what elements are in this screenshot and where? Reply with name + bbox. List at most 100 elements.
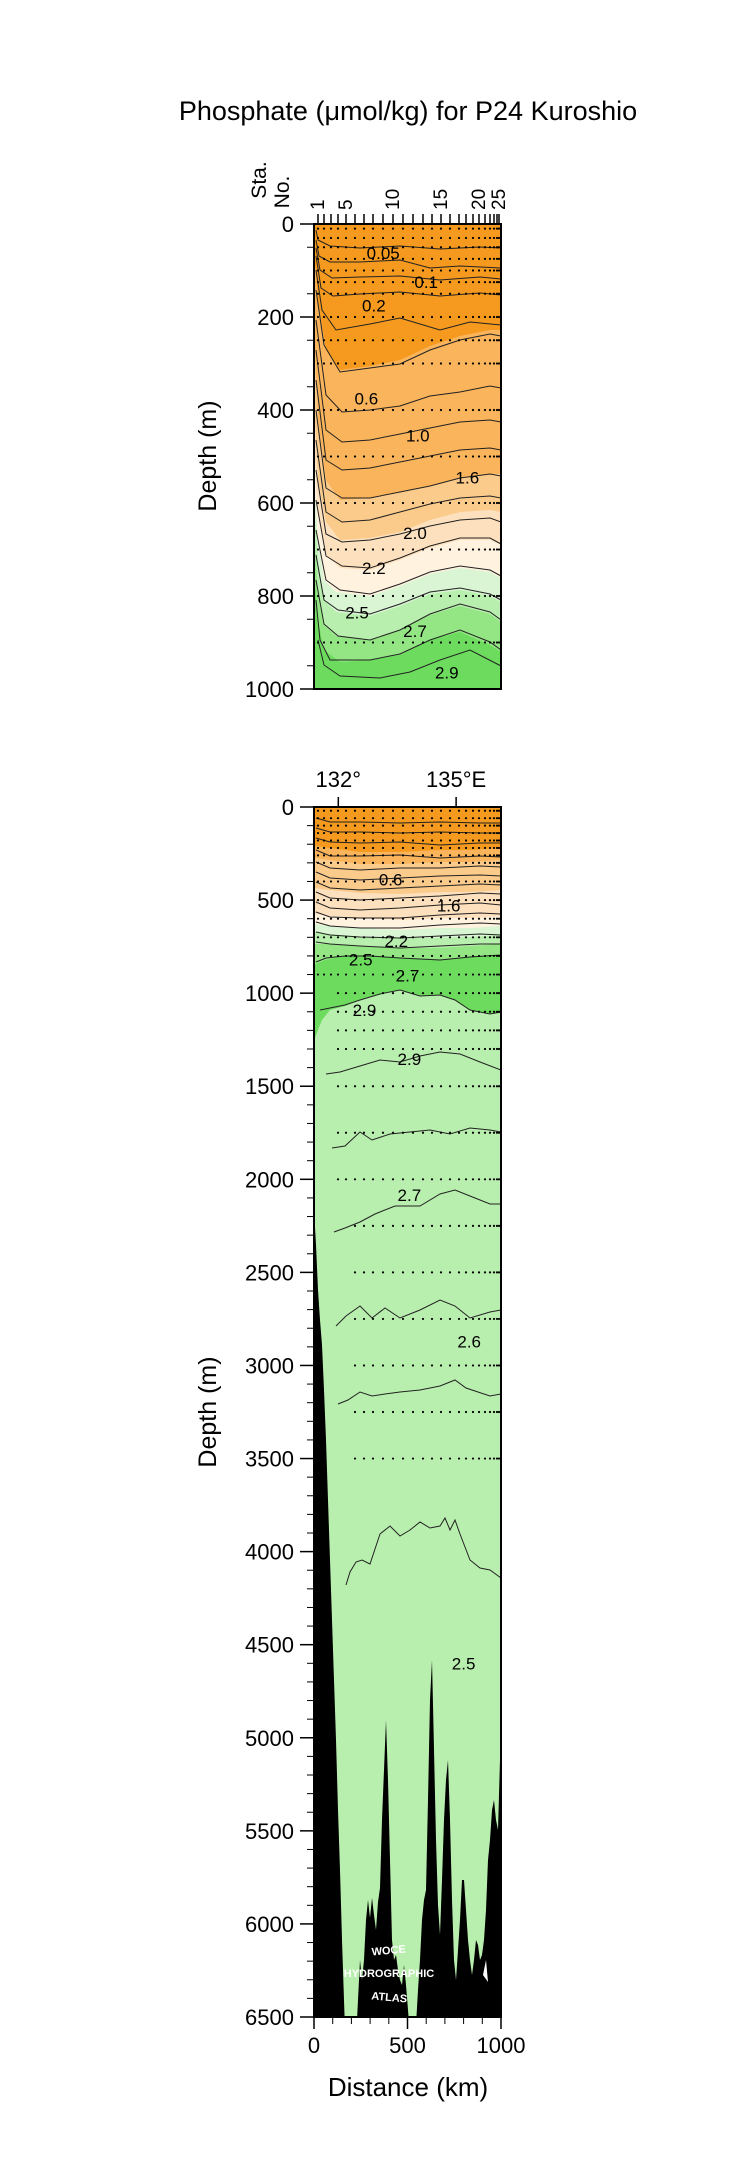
- station-sample-dot: [362, 257, 366, 260]
- contour-value-label: 2.2: [362, 559, 386, 578]
- station-sample-dot: [353, 1364, 357, 1367]
- station-sample-dot: [391, 548, 395, 551]
- station-sample-dot: [471, 1317, 475, 1321]
- station-sample-dot: [483, 973, 487, 976]
- station-sample-dot: [411, 817, 415, 820]
- station-sample-dot: [353, 1224, 357, 1227]
- station-sample-dot: [391, 339, 395, 342]
- station-sample-dot: [391, 315, 395, 319]
- lower-contour-line: [315, 871, 501, 881]
- station-sample-dot: [316, 846, 320, 850]
- station-sample-dot: [439, 880, 443, 883]
- station-sample-dot: [362, 455, 366, 458]
- station-sample-dot: [401, 809, 405, 812]
- station-sample-dot: [492, 315, 496, 319]
- station-sample-dot: [497, 1410, 501, 1414]
- station-sample-dot: [371, 1085, 375, 1088]
- station-sample-dot: [430, 809, 434, 812]
- station-sample-dot: [483, 641, 487, 644]
- station-sample-dot: [381, 236, 385, 240]
- watermark-line-hydrographic: HYDROGRAPHIC: [344, 1968, 435, 1980]
- station-sample-dot: [401, 817, 405, 820]
- lower-contour-line: [315, 901, 501, 911]
- station-sample-dot: [371, 1410, 375, 1414]
- station-sample-dot: [362, 898, 366, 902]
- station-sample-dot: [495, 1178, 499, 1181]
- station-sample-dot: [471, 992, 475, 995]
- station-sample-dot: [477, 1317, 481, 1321]
- y-tick-label: 2000: [245, 1167, 294, 1192]
- station-sample-dot: [439, 1224, 443, 1227]
- station-sample-dot: [391, 880, 395, 883]
- station-sample-dot: [492, 408, 496, 412]
- station-sample-dot: [471, 839, 475, 842]
- station-sample-dot: [464, 548, 468, 551]
- station-sample-dot: [430, 1364, 434, 1367]
- station-sample-dot: [371, 501, 375, 505]
- station-sample-dot: [381, 898, 385, 902]
- station-axis-label-sta: Sta.: [248, 161, 271, 198]
- station-sample-dot: [371, 1457, 375, 1460]
- station-sample-dot: [464, 281, 468, 284]
- station-sample-dot: [430, 641, 434, 644]
- station-sample-dot: [353, 641, 357, 644]
- station-sample-dot: [457, 362, 461, 365]
- station-sample-dot: [316, 954, 320, 958]
- station-sample-dot: [448, 809, 452, 812]
- station-sample-dot: [488, 936, 492, 939]
- station-sample-dot: [464, 831, 468, 835]
- contour-value-label: 0.2: [362, 296, 386, 315]
- station-sample-dot: [381, 1317, 385, 1321]
- station-sample-dot: [344, 455, 348, 458]
- station-sample-dot: [483, 292, 487, 295]
- station-sample-dot: [353, 246, 357, 249]
- station-sample-dot: [497, 861, 501, 864]
- station-sample-dot: [316, 315, 320, 319]
- station-sample-dot: [371, 339, 375, 342]
- station-sample-dot: [488, 824, 492, 827]
- station-sample-dot: [362, 839, 366, 842]
- station-sample-dot: [329, 269, 333, 272]
- station-sample-dot: [362, 917, 366, 920]
- station-sample-dot: [362, 1317, 366, 1321]
- station-sample-dot: [495, 594, 499, 598]
- station-sample-dot: [483, 339, 487, 342]
- station-sample-dot: [439, 281, 443, 284]
- station-sample-dot: [439, 1178, 443, 1181]
- upper-contour-line: [315, 247, 501, 281]
- station-sample-dot: [448, 269, 452, 272]
- station-sample-dot: [329, 246, 333, 249]
- station-sample-dot: [353, 1029, 357, 1032]
- contour-value-label: 2.0: [403, 524, 427, 543]
- station-sample-dot: [448, 880, 452, 883]
- woce-atlas-watermark: WOCE HYDROGRAPHIC ATLAS: [344, 1944, 435, 2006]
- station-sample-dot: [477, 817, 481, 820]
- station-sample-dot: [371, 992, 375, 995]
- station-sample-dot: [344, 898, 348, 902]
- station-sample-dot: [401, 1457, 405, 1460]
- station-sample-dot: [448, 236, 452, 240]
- station-sample-dot: [391, 236, 395, 240]
- station-sample-dot: [477, 339, 481, 342]
- station-sample-dot: [329, 339, 333, 342]
- station-sample-dot: [411, 1047, 415, 1051]
- station-sample-dot: [430, 1317, 434, 1321]
- upper-contour-line: [315, 239, 501, 269]
- station-sample-dot: [464, 824, 468, 827]
- station-sample-dot: [464, 1029, 468, 1032]
- station-sample-dot: [497, 1085, 501, 1088]
- station-sample-dot: [497, 1457, 501, 1460]
- station-sample-dot: [430, 1410, 434, 1414]
- station-sample-dot: [344, 1131, 348, 1134]
- station-sample-dot: [322, 641, 326, 644]
- station-sample-dot: [448, 455, 452, 458]
- station-sample-dot: [381, 817, 385, 820]
- station-sample-dot: [336, 641, 340, 644]
- station-sample-dot: [411, 846, 415, 850]
- station-sample-dot: [371, 936, 375, 939]
- station-sample-dot: [344, 846, 348, 850]
- station-sample-dot: [381, 315, 385, 319]
- station-sample-dot: [464, 854, 468, 857]
- station-sample-dot: [391, 1410, 395, 1414]
- station-sample-dot: [492, 954, 496, 958]
